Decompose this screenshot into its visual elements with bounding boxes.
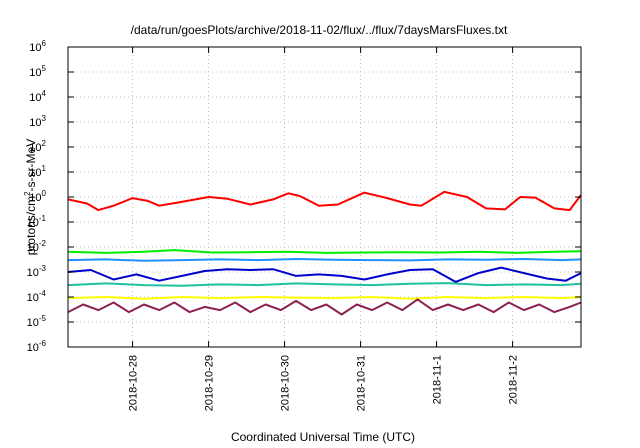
x-tick-label: 2018-11-2 [508,355,520,404]
x-axis-label: Coordinated Universal Time (UTC) [231,430,415,444]
x-tick-label: 2018-10-31 [356,355,368,411]
x-tick-label: 2018-11-1 [432,355,444,404]
y-tick-label: 104 [29,89,46,104]
series-line-1 [67,190,582,212]
y-tick-label: 101 [29,164,46,179]
y-axis-ticks: 106 105 104 103 102 101 100 10-1 10-2 10-3 10-4 10-… [27,39,581,354]
y-tick-label: 10-5 [27,314,47,329]
y-tick-label: 100 [29,189,46,204]
chart-title: /data/run/goesPlots/archive/2018-11-02/f… [131,23,508,37]
x-tick-label: 2018-10-30 [280,355,292,411]
y-tick-label: 105 [29,64,46,79]
y-tick-label: 10-4 [27,289,47,304]
y-tick-label: 10-1 [27,214,47,229]
y-tick-label: 106 [29,39,46,54]
y-tick-label: 10-3 [27,264,47,279]
grid [68,47,581,347]
series-line-6 [67,296,582,300]
series-line-4 [67,266,582,283]
series-line-2 [67,249,582,254]
series-line-3 [67,258,582,262]
y-tick-label: 103 [29,114,46,129]
y-tick-label: 10-2 [27,239,47,254]
series-line-5 [67,282,582,287]
x-axis-ticks: 2018-10-28 2018-10-29 2018-10-30 2018-10-31… [128,47,520,411]
x-tick-label: 2018-10-28 [128,355,140,411]
series-line-7 [67,298,582,316]
y-tick-label: 10-6 [27,339,47,354]
y-axis-label: protons/cm2-s-sr-MeV [23,139,38,255]
y-tick-label: 102 [29,139,46,154]
series-group [67,190,582,316]
x-tick-label: 2018-10-29 [204,355,216,411]
